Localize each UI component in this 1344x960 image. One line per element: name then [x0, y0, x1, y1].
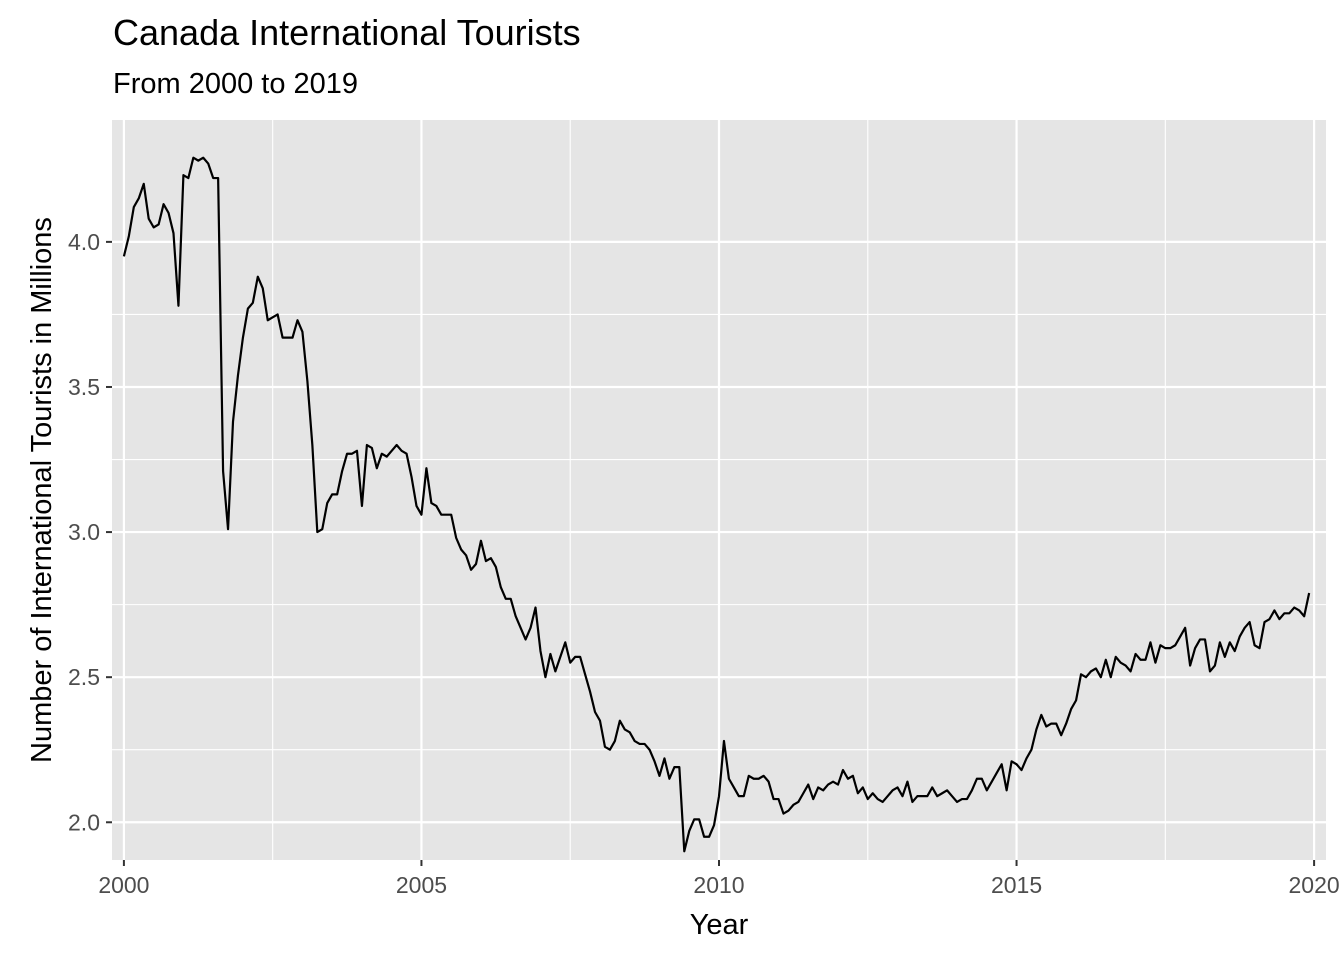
x-tick-label: 2020 [1289, 872, 1340, 898]
x-axis-title: Year [690, 909, 749, 941]
x-tick-label: 2005 [396, 872, 447, 898]
major-gridlines [112, 120, 1326, 860]
chart-title: Canada International Tourists [113, 12, 581, 53]
x-tick-label: 2015 [991, 872, 1042, 898]
y-tick-label: 2.5 [68, 664, 100, 690]
y-axis: 2.0 2.5 3.0 3.5 4.0 [68, 229, 112, 835]
x-tick-label: 2000 [98, 872, 149, 898]
y-tick-label: 3.5 [68, 374, 100, 400]
y-axis-title: Number of International Tourists in Mill… [26, 217, 58, 763]
y-tick-label: 4.0 [68, 229, 100, 255]
y-tick-label: 3.0 [68, 519, 100, 545]
x-tick-label: 2010 [693, 872, 744, 898]
y-tick-label: 2.0 [68, 809, 100, 835]
x-axis: 2000 2005 2010 2015 2020 [98, 860, 1340, 898]
chart-subtitle: From 2000 to 2019 [113, 68, 359, 100]
series-line [122, 156, 1311, 853]
